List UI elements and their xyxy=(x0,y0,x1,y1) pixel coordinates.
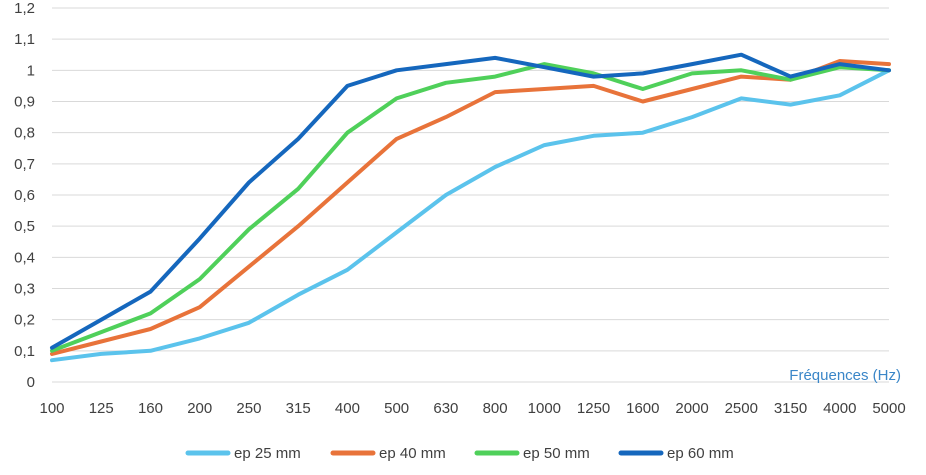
series-line-ep-25-mm xyxy=(50,68,891,363)
x-tick-label: 1000 xyxy=(528,400,561,417)
y-tick-label: 1,1 xyxy=(14,31,35,48)
y-tick-label: 1,2 xyxy=(14,0,35,17)
y-tick-label: 0,9 xyxy=(14,94,35,111)
y-tick-label: 0 xyxy=(27,374,35,391)
x-tick-label: 100 xyxy=(39,400,64,417)
series-lines xyxy=(50,52,891,363)
y-tick-label: 0,2 xyxy=(14,312,35,329)
x-tick-label: 125 xyxy=(89,400,114,417)
y-tick-label: 0,7 xyxy=(14,156,35,173)
y-tick-label: 0,5 xyxy=(14,218,35,235)
grid xyxy=(52,7,889,383)
x-tick-label: 3150 xyxy=(774,400,807,417)
series-line-ep-60-mm xyxy=(50,52,891,350)
series-line-ep-50-mm xyxy=(50,62,891,353)
x-tick-label: 400 xyxy=(335,400,360,417)
legend-label: ep 25 mm xyxy=(234,445,301,462)
y-tick-label: 0,3 xyxy=(14,281,35,298)
y-tick-label: 1 xyxy=(27,62,35,79)
x-tick-label: 4000 xyxy=(823,400,856,417)
y-tick-label: 0,8 xyxy=(14,125,35,142)
x-axis-label: Fréquences (Hz) xyxy=(789,367,901,384)
y-tick-label: 0,4 xyxy=(14,249,35,266)
x-tick-label: 630 xyxy=(433,400,458,417)
legend-label: ep 60 mm xyxy=(667,445,734,462)
y-tick-label: 0,1 xyxy=(14,343,35,360)
y-axis-tick-labels: 0 0,1 0,2 0,3 0,4 0,5 0,6 0,7 0,8 0,9 1 1,1 1,2 xyxy=(14,0,35,391)
x-tick-label: 5000 xyxy=(872,400,905,417)
x-tick-label: 1250 xyxy=(577,400,610,417)
legend: ep 25 mm ep 40 mm ep 50 mm ep 60 mm xyxy=(185,445,734,462)
legend-label: ep 40 mm xyxy=(379,445,446,462)
x-tick-label: 1600 xyxy=(626,400,659,417)
x-tick-label: 200 xyxy=(187,400,212,417)
series-line-ep-40-mm xyxy=(50,59,891,356)
y-tick-label: 0,6 xyxy=(14,187,35,204)
x-tick-label: 2000 xyxy=(675,400,708,417)
x-tick-label: 315 xyxy=(286,400,311,417)
x-tick-label: 160 xyxy=(138,400,163,417)
x-tick-label: 800 xyxy=(483,400,508,417)
x-axis-tick-labels: 100 125 160 200 250 315 400 500 630 800 1000 1250 16… xyxy=(39,400,905,417)
x-tick-label: 2500 xyxy=(725,400,758,417)
x-tick-label: 250 xyxy=(236,400,261,417)
x-tick-label: 500 xyxy=(384,400,409,417)
legend-label: ep 50 mm xyxy=(523,445,590,462)
